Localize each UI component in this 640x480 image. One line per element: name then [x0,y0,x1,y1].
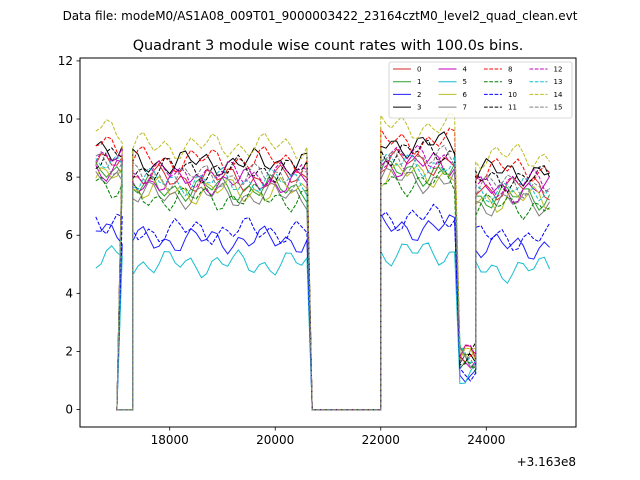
legend-label-12: 12 [554,66,563,74]
legend-label-15: 15 [554,104,563,112]
legend-label-11: 11 [508,104,517,112]
y-tick-label: 10 [58,112,73,126]
chart-title: Quadrant 3 module wise count rates with … [133,38,524,54]
legend-label-1: 1 [417,78,421,86]
legend-label-0: 0 [417,66,421,74]
x-tick-label: 20000 [256,433,294,447]
suptitle: Data file: modeM0/AS1A08_009T01_90000034… [63,9,578,23]
legend-label-3: 3 [417,104,421,112]
x-tick-label: 22000 [362,433,400,447]
legend-label-14: 14 [554,91,563,99]
x-tick-label: 24000 [467,433,505,447]
series-line-13 [95,153,551,411]
legend-label-2: 2 [417,91,421,99]
y-tick-label: 6 [65,228,73,242]
legend-label-4: 4 [463,66,468,74]
series-line-10 [95,203,551,411]
series-line-15 [95,144,550,411]
axes-frame [79,57,577,428]
y-tick-label: 4 [65,286,73,300]
legend-label-10: 10 [508,91,517,99]
legend-label-6: 6 [463,91,468,99]
series-line-14 [95,112,551,411]
legend-label-7: 7 [463,104,467,112]
x-offset-label: +3.163e8 [517,455,576,469]
legend-label-13: 13 [554,78,563,86]
legend-label-9: 9 [508,78,512,86]
y-tick-label: 8 [65,170,73,184]
x-tick-label: 18000 [151,433,189,447]
legend-label-8: 8 [508,66,512,74]
y-tick-label: 0 [65,403,73,417]
y-tick-label: 2 [65,344,73,358]
y-tick-label: 12 [58,54,73,68]
legend-frame [388,61,573,119]
legend-label-5: 5 [463,78,467,86]
plot-area [95,112,551,411]
